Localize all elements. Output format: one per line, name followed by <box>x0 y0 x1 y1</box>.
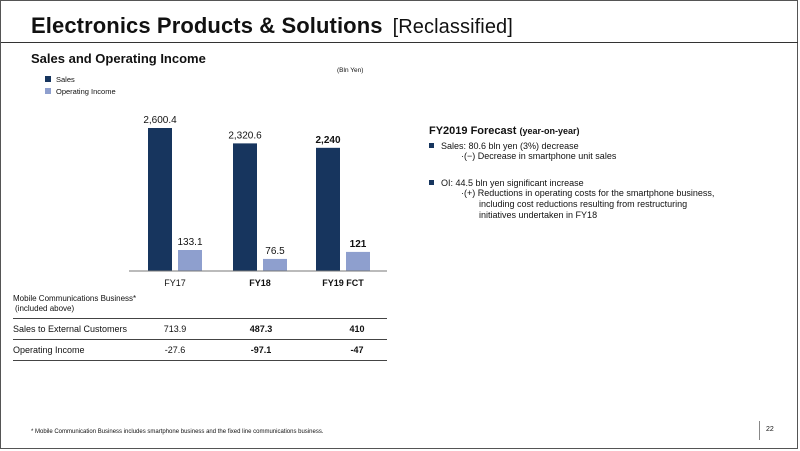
page-title: Electronics Products & Solutions [Reclass… <box>31 13 513 39</box>
cell-fy18: 487.3 <box>249 324 273 334</box>
category-label-2: FY19 FCT <box>322 278 364 288</box>
bar-sales-2 <box>316 147 340 271</box>
legend-item-sales: Sales <box>45 73 116 85</box>
page-title-main: Electronics Products & Solutions <box>31 13 383 38</box>
category-label-0: FY17 <box>164 278 186 288</box>
forecast-subline: ·(+) Reductions in operating costs for t… <box>461 188 715 198</box>
forecast-title-main: FY2019 Forecast <box>429 125 517 137</box>
bar-operating-income-0 <box>178 250 202 271</box>
title-area: Electronics Products & Solutions [Reclass… <box>31 13 513 39</box>
table-heading-line1: Mobile Communications Business* <box>13 294 137 303</box>
bar-operating-income-2 <box>346 251 370 271</box>
legend-swatch-operating-income <box>45 88 51 94</box>
title-divider <box>1 42 798 43</box>
table-row: Sales to External Customers 713.9 487.3 … <box>13 318 387 340</box>
section-title: Sales and Operating Income <box>31 51 206 66</box>
forecast-subline: including cost reductions resulting from… <box>479 199 688 209</box>
table-row: Operating Income -27.6 -97.1 -47 <box>13 340 387 361</box>
table-heading-line2: (included above) <box>15 304 75 313</box>
category-label-1: FY18 <box>249 278 271 288</box>
forecast-bullet-sales: Sales: 80.6 bln yen (3%) decrease <box>429 141 769 151</box>
row-label: Operating Income <box>13 345 85 355</box>
legend-swatch-sales <box>45 76 51 82</box>
mobile-business-table: Mobile Communications Business* (include… <box>13 294 387 361</box>
bullet-text: OI: 44.5 bln yen significant increase <box>441 178 584 188</box>
page-number: 22 <box>766 426 774 433</box>
cell-fy17: -27.6 <box>164 345 186 355</box>
chart-legend: Sales Operating Income <box>45 73 116 97</box>
data-label-sales-0: 2,600.4 <box>143 115 177 126</box>
forecast-subline: initiatives undertaken in FY18 <box>479 210 598 220</box>
footnote: * Mobile Communication Business includes… <box>31 429 324 435</box>
bar-sales-0 <box>148 128 172 271</box>
page-number-divider <box>759 421 760 440</box>
bar-sales-1 <box>233 143 257 271</box>
legend-label-sales: Sales <box>56 74 75 84</box>
forecast-subline: ·(−) Decrease in smartphone unit sales <box>461 151 617 161</box>
legend-label-operating-income: Operating Income <box>56 86 116 96</box>
cell-fy19: 410 <box>349 324 365 334</box>
data-label-sales-1: 2,320.6 <box>228 130 262 141</box>
forecast-bullet-oi: OI: 44.5 bln yen significant increase <box>429 178 769 188</box>
data-label-sales-2: 2,240 <box>315 135 340 146</box>
cell-fy19: -47 <box>350 345 364 355</box>
cell-fy18: -97.1 <box>250 345 272 355</box>
data-label-operating-income-1: 76.5 <box>265 246 285 257</box>
data-label-operating-income-2: 121 <box>350 239 367 250</box>
page-title-subtitle: [Reclassified] <box>392 16 513 38</box>
row-label: Sales to External Customers <box>13 324 128 334</box>
forecast-title: FY2019 Forecast (year-on-year) <box>429 125 769 137</box>
bar-operating-income-1 <box>263 258 287 271</box>
forecast-title-suffix: (year-on-year) <box>519 126 580 136</box>
bullet-text: Sales: 80.6 bln yen (3%) decrease <box>441 141 579 151</box>
forecast-panel: FY2019 Forecast (year-on-year) Sales: 80… <box>429 125 769 221</box>
cell-fy17: 713.9 <box>163 324 187 334</box>
table-heading: Mobile Communications Business* (include… <box>13 294 387 314</box>
bullet-square-icon <box>429 143 434 148</box>
bullet-square-icon <box>429 180 434 185</box>
bar-chart: 2,600.4 133.1 FY17 2,320.6 76.5 FY18 2,240 121 F… <box>129 115 387 288</box>
legend-item-operating-income: Operating Income <box>45 85 116 97</box>
unit-label: (Bln Yen) <box>337 67 364 74</box>
data-label-operating-income-0: 133.1 <box>177 237 202 248</box>
